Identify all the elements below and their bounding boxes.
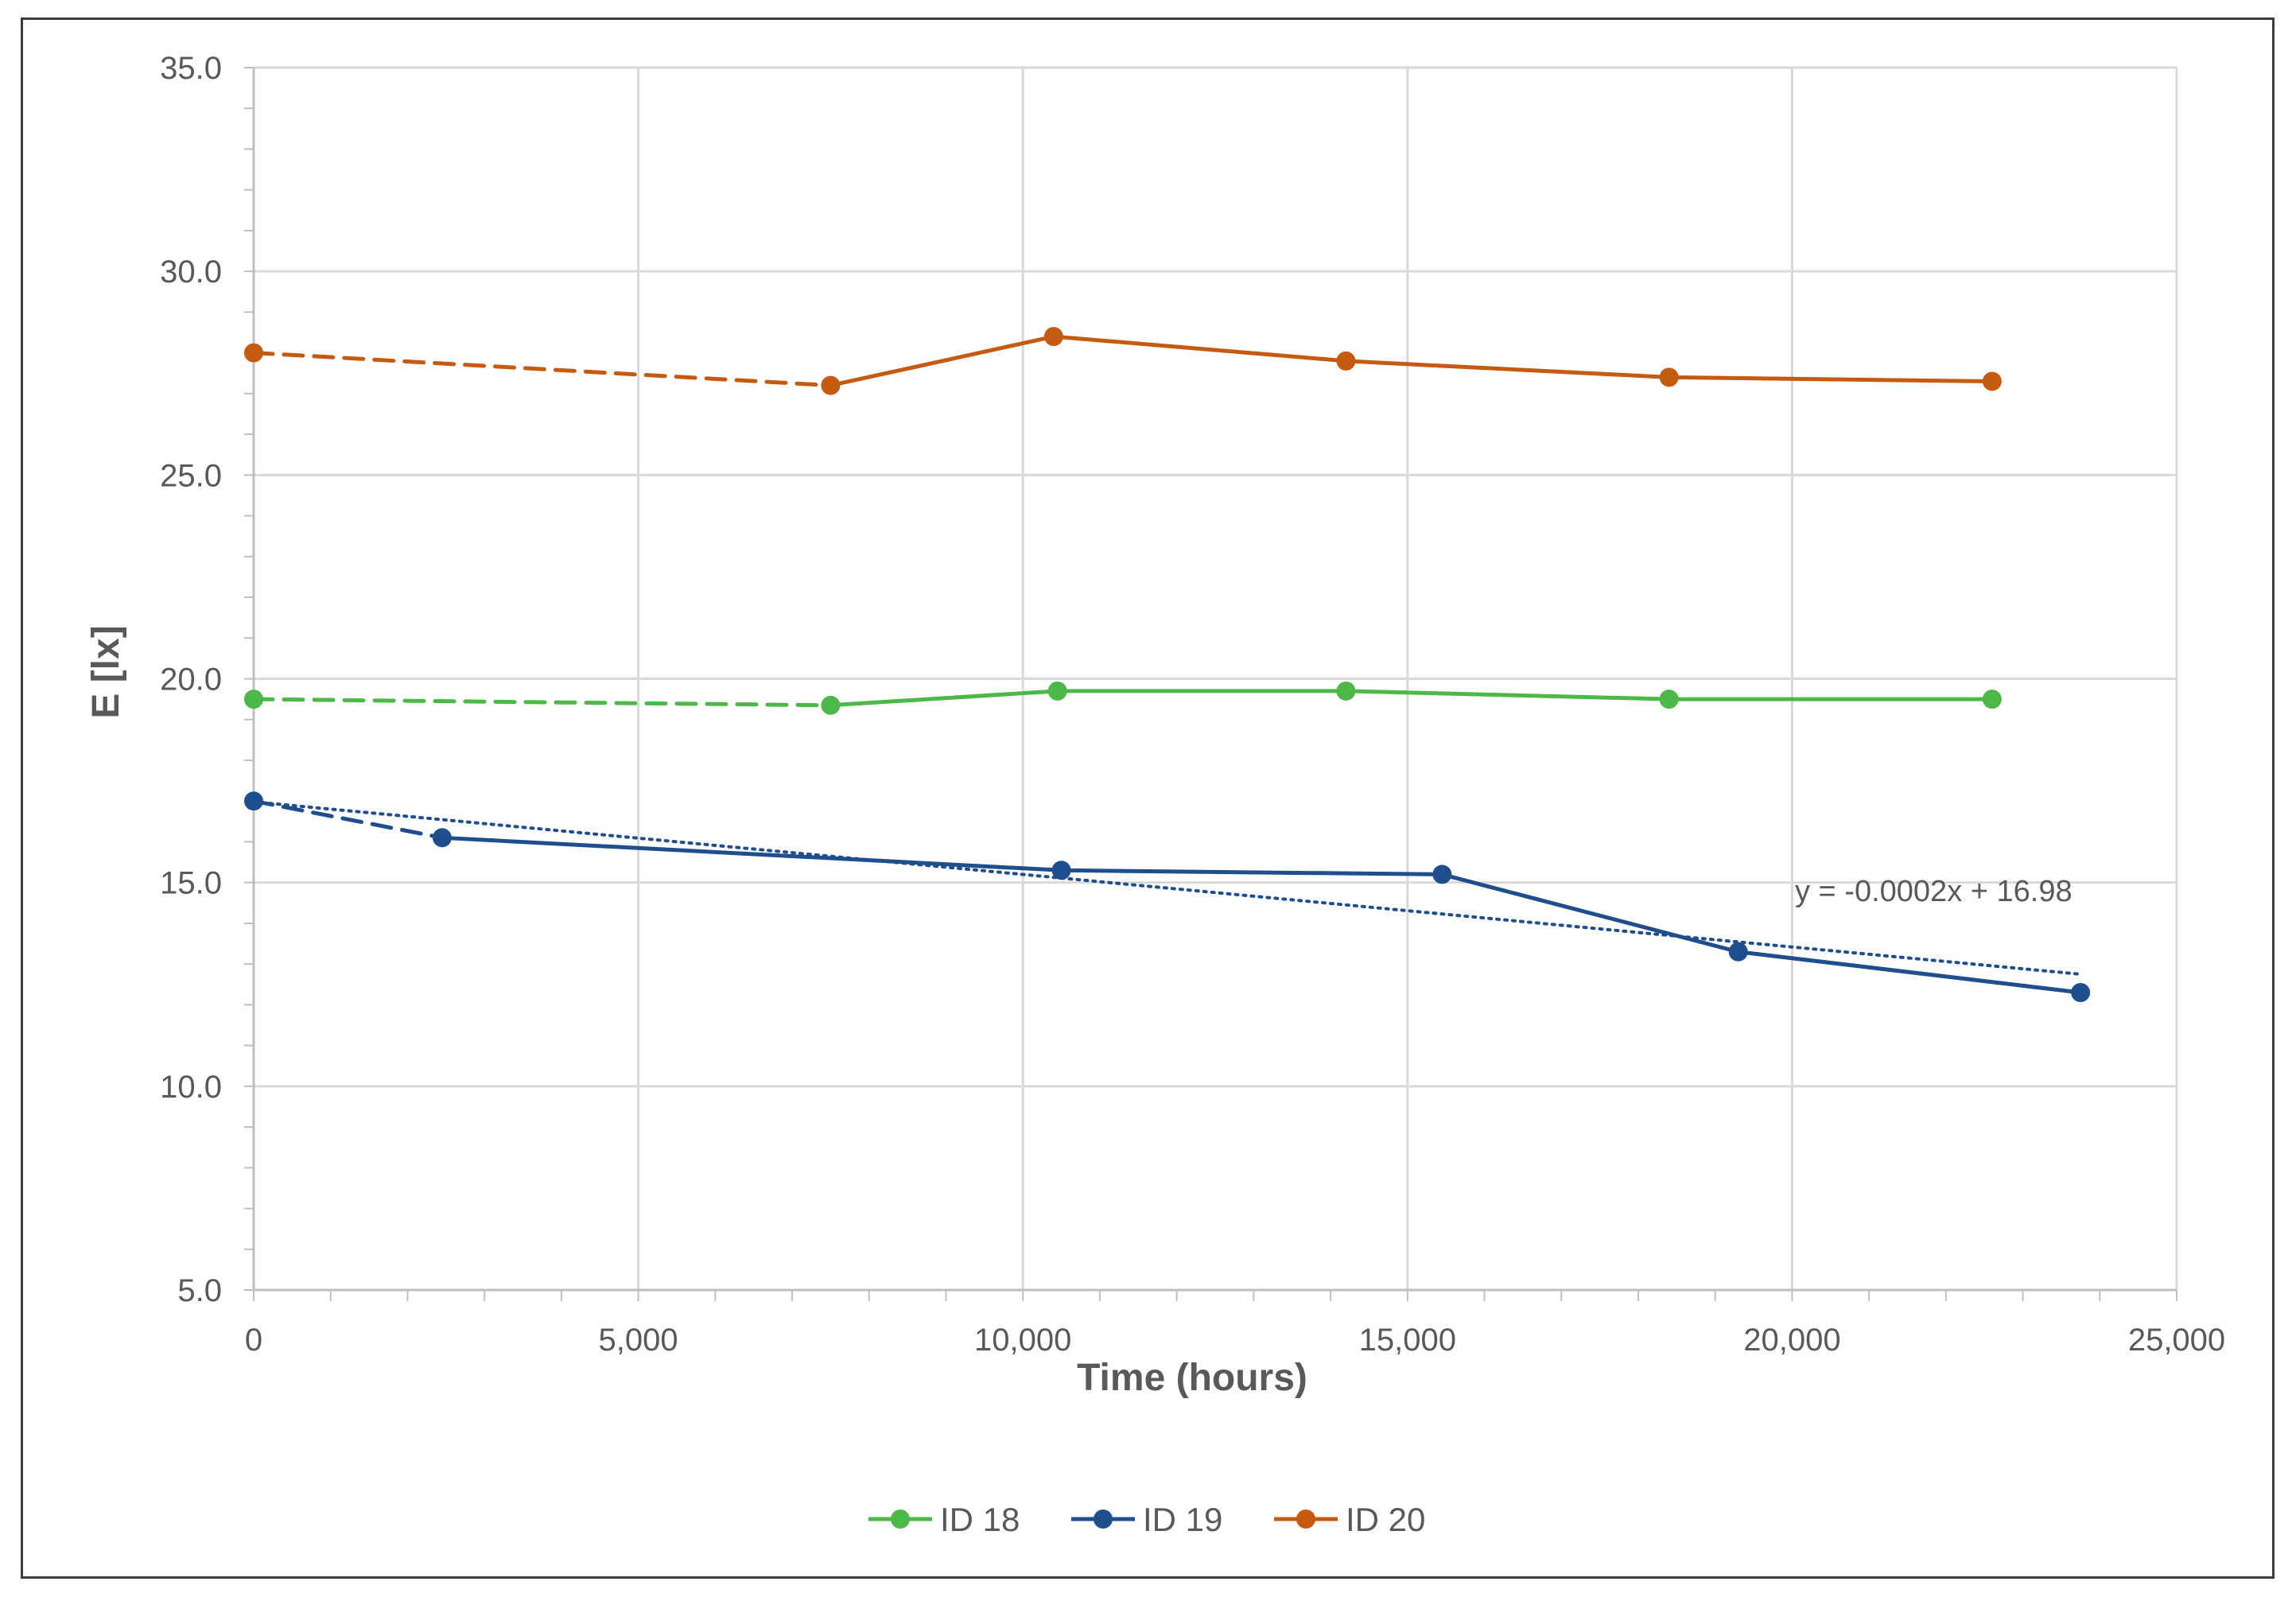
x-tick-label: 5,000 [599,1323,678,1358]
data-point-id-19 [1728,942,1748,962]
series-id-18 [244,681,2002,715]
legend-label-id-18: ID 18 [940,1501,1020,1538]
data-point-id-20 [1336,351,1356,371]
y-axis-ticks: 5.0 10.0 15.0 20.0 25.0 30.0 35.0 [160,51,222,1308]
line-segment-id-19 [440,835,1064,872]
trendline-id-19 [252,800,2083,976]
x-tick-label: 10,000 [974,1323,1071,1358]
data-point-id-18 [1982,690,2002,709]
data-point-id-20 [1659,367,1679,387]
legend-marker-id-18 [891,1510,910,1529]
trendline-group [252,800,2083,976]
line-segment-id-20 [828,334,1056,388]
legend-label-id-20: ID 20 [1346,1501,1425,1538]
line-chart: 5.0 10.0 15.0 20.0 25.0 30.0 35.0 0 5,000 10,000… [85,51,2225,1538]
data-point-id-19 [432,828,452,848]
line-segment-id-20 [251,351,833,388]
line-segment-id-20 [1343,359,1672,379]
line-segment-id-18 [1343,689,1672,701]
x-axis-ticks: 0 5,000 10,000 15,000 20,000 25,000 [245,1323,2225,1358]
data-point-id-18 [1047,681,1067,701]
x-tick-label: 20,000 [1743,1323,1840,1358]
data-point-id-19 [2071,982,2091,1002]
x-tick-label: 15,000 [1359,1323,1456,1358]
legend-label-id-19: ID 19 [1143,1501,1222,1538]
y-tick-label: 25.0 [160,458,222,493]
y-tick-label: 30.0 [160,255,222,289]
y-tick-label: 10.0 [160,1070,222,1105]
data-point-id-20 [244,343,263,363]
legend: ID 18 ID 19 ID 20 [868,1501,1425,1538]
data-point-id-20 [1043,327,1063,347]
trendline-equation: y = -0.0002x + 16.98 [1795,875,2073,908]
series-id-20 [244,327,2002,395]
y-tick-label: 15.0 [160,866,222,901]
gridlines [254,66,2178,1292]
y-tick-label: 20.0 [160,663,222,697]
data-point-id-20 [1982,371,2002,391]
line-segment-id-18 [251,697,833,708]
line-segment-id-19 [1059,868,1444,876]
line-segment-id-19 [1439,872,1741,954]
data-point-id-20 [821,375,841,395]
x-axis-title: Time (hours) [1077,1357,1307,1399]
line-segment-id-18 [828,689,1060,708]
data-point-id-19 [1051,861,1071,880]
line-segment-id-20 [1667,375,1995,383]
y-tick-label: 5.0 [177,1273,222,1308]
chart-frame: 5.0 10.0 15.0 20.0 25.0 30.0 35.0 0 5,000 10,000… [21,17,2275,1579]
axes [244,67,2178,1301]
data-point-id-18 [244,690,263,709]
line-segment-id-20 [1051,334,1348,363]
data-point-id-19 [1432,865,1452,884]
series-id-19 [244,791,2091,1002]
data-point-id-18 [821,695,841,715]
y-tick-label: 35.0 [160,51,222,86]
data-point-id-18 [1336,681,1356,701]
line-segment-id-19 [251,798,445,840]
data-point-id-18 [1659,690,1679,709]
legend-marker-id-19 [1094,1510,1113,1529]
line-segment-id-19 [1736,950,2083,995]
x-tick-label: 25,000 [2128,1323,2225,1358]
data-point-id-19 [244,791,263,811]
y-axis-title: E [lx] [85,625,127,718]
legend-marker-id-20 [1296,1510,1315,1529]
series-group [244,327,2091,1002]
x-tick-label: 0 [245,1323,262,1358]
